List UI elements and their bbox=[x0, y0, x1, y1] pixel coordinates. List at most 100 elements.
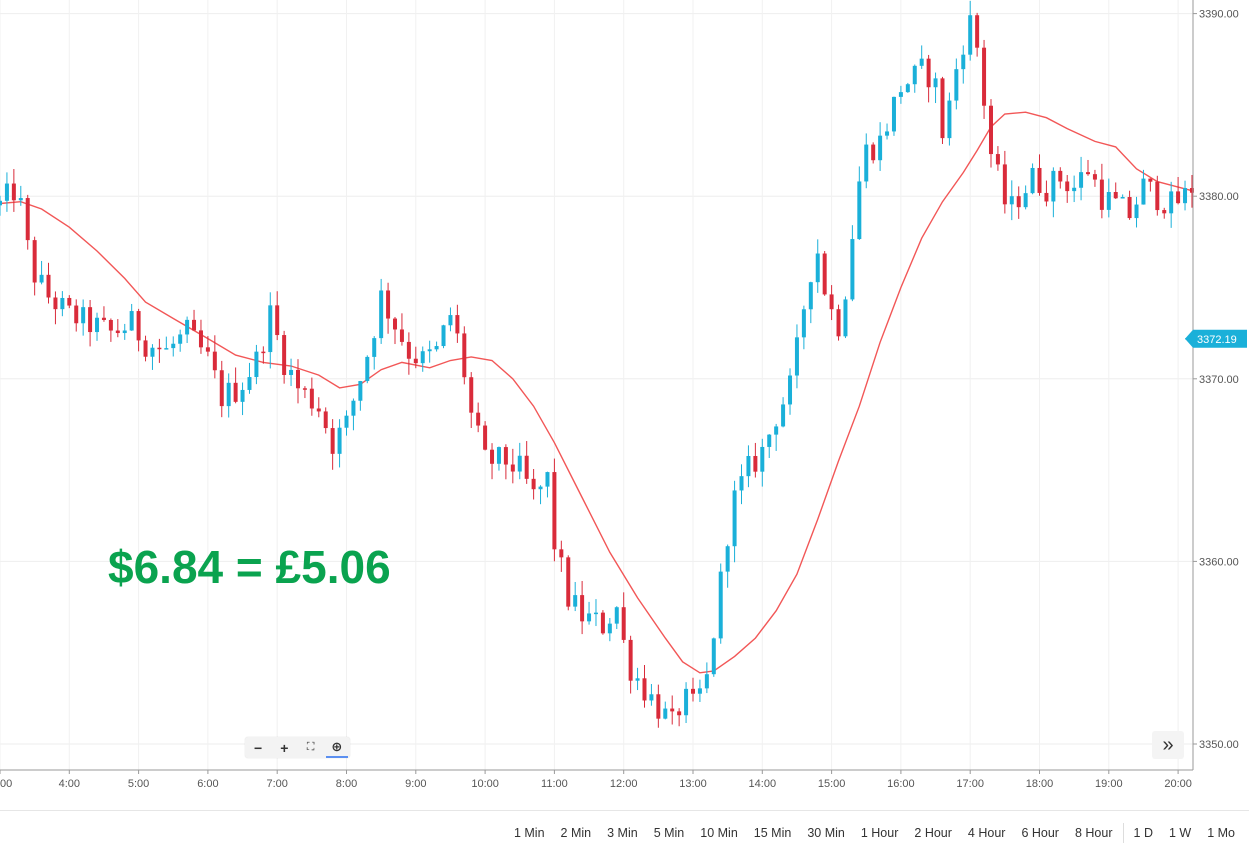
x-tick-label: 9:00 bbox=[405, 778, 426, 790]
interval-5-min[interactable]: 5 Min bbox=[653, 826, 685, 840]
x-tick-label: 20:00 bbox=[1164, 778, 1192, 790]
interval-list: 1 Min 2 Min 3 Min 5 Min 10 Min 15 Min 30 Min 1 … bbox=[498, 823, 1235, 843]
candle-down bbox=[25, 198, 30, 241]
candle-down bbox=[1092, 174, 1097, 180]
x-tick-label: 16:00 bbox=[887, 778, 915, 790]
candle-up bbox=[857, 181, 862, 240]
candle-down bbox=[510, 464, 515, 472]
candle-up bbox=[725, 546, 730, 572]
interval-bar: 1 Min 2 Min 3 Min 5 Min 10 Min 15 Min 30 Min 1 … bbox=[0, 810, 1249, 852]
x-tick-label: 19:00 bbox=[1095, 778, 1123, 790]
candle-down bbox=[386, 290, 391, 319]
interval-10-min[interactable]: 10 Min bbox=[700, 826, 738, 840]
candle-up bbox=[18, 198, 23, 201]
candle-down bbox=[295, 369, 300, 389]
candle-up bbox=[517, 455, 522, 472]
candle-up bbox=[39, 274, 44, 283]
candle-down bbox=[32, 240, 37, 283]
candle-up bbox=[607, 623, 612, 634]
candle-down bbox=[1127, 197, 1132, 219]
candle-up bbox=[684, 688, 689, 716]
candle-up bbox=[912, 65, 917, 85]
interval-1-hour[interactable]: 1 Hour bbox=[860, 826, 899, 840]
candle-down bbox=[192, 319, 197, 331]
candle-down bbox=[53, 297, 58, 310]
candle-up bbox=[732, 490, 737, 547]
candle-down bbox=[621, 607, 626, 640]
candle-up bbox=[95, 317, 100, 333]
fit-view-button[interactable]: ⛶ bbox=[306, 741, 315, 753]
price-chart[interactable]: 3350.00 3360.00 3370.00 3380.00 3390.00 00 4:0… bbox=[0, 0, 1249, 810]
interval-1-min[interactable]: 1 Min bbox=[513, 826, 545, 840]
candle-down bbox=[261, 351, 266, 354]
candle-up bbox=[711, 638, 716, 675]
candle-up bbox=[441, 325, 446, 347]
candle-down bbox=[677, 711, 682, 716]
interval-30-min[interactable]: 30 Min bbox=[807, 826, 845, 840]
candle-up bbox=[746, 455, 751, 477]
candle-down bbox=[46, 274, 51, 298]
candle-up bbox=[663, 708, 668, 719]
reset-zoom-button[interactable]: ⊕ bbox=[325, 738, 348, 758]
candle-down bbox=[1044, 192, 1049, 202]
candle-up bbox=[573, 595, 578, 607]
interval-4-hour[interactable]: 4 Hour bbox=[967, 826, 1006, 840]
candle-up bbox=[1030, 167, 1035, 194]
candle-down bbox=[1002, 164, 1007, 205]
candle-down bbox=[233, 382, 238, 402]
x-tick-label: 18:00 bbox=[1026, 778, 1054, 790]
interval-1-w[interactable]: 1 W bbox=[1168, 826, 1192, 840]
candle-down bbox=[157, 347, 162, 350]
candle-down bbox=[656, 694, 661, 719]
x-tick-label: 13:00 bbox=[679, 778, 707, 790]
interval-2-hour[interactable]: 2 Hour bbox=[914, 826, 952, 840]
candle-down bbox=[836, 309, 841, 337]
candle-up bbox=[864, 144, 869, 182]
scroll-to-latest-button[interactable]: » bbox=[1152, 731, 1184, 759]
interval-2-min[interactable]: 2 Min bbox=[560, 826, 592, 840]
candle-up bbox=[185, 319, 190, 335]
interval-1-mo[interactable]: 1 Mo bbox=[1207, 826, 1235, 840]
candle-up bbox=[337, 427, 342, 454]
candle-down bbox=[399, 329, 404, 342]
candle-up bbox=[1134, 204, 1139, 219]
candle-up bbox=[496, 447, 501, 464]
interval-15-min[interactable]: 15 Min bbox=[753, 826, 792, 840]
x-tick-label: 11:00 bbox=[541, 778, 568, 790]
candles bbox=[0, 0, 1194, 728]
current-price-label: 3372.19 bbox=[1197, 334, 1237, 346]
candle-down bbox=[566, 557, 571, 607]
interval-8-hour[interactable]: 8 Hour bbox=[1074, 826, 1113, 840]
x-tick-label: 6:00 bbox=[197, 778, 218, 790]
candle-up bbox=[178, 334, 183, 344]
candle-up bbox=[649, 694, 654, 701]
zoom-out-button[interactable]: − bbox=[254, 739, 263, 756]
candle-up bbox=[164, 348, 169, 350]
candle-down bbox=[483, 425, 488, 450]
candle-down bbox=[982, 47, 987, 106]
candle-down bbox=[1037, 167, 1042, 193]
candle-up bbox=[697, 688, 702, 694]
candle-down bbox=[1189, 188, 1194, 193]
candle-down bbox=[101, 317, 106, 320]
candle-up bbox=[379, 290, 384, 339]
candle-down bbox=[1162, 210, 1167, 214]
candle-up bbox=[538, 486, 543, 490]
current-price-tag: 3372.19 bbox=[1185, 329, 1247, 348]
candle-down bbox=[115, 330, 120, 334]
interval-6-hour[interactable]: 6 Hour bbox=[1021, 826, 1059, 840]
candle-down bbox=[490, 449, 495, 464]
candle-down bbox=[552, 472, 557, 550]
zoom-in-button[interactable]: + bbox=[280, 739, 289, 756]
x-tick-label: 5:00 bbox=[128, 778, 149, 790]
candle-up bbox=[760, 446, 765, 472]
candle-up bbox=[919, 58, 924, 66]
candle-up bbox=[351, 400, 356, 416]
interval-1-d[interactable]: 1 D bbox=[1133, 826, 1153, 840]
candle-down bbox=[940, 78, 945, 139]
x-tick-label: 4:00 bbox=[59, 778, 80, 790]
candle-up bbox=[122, 330, 127, 334]
candle-down bbox=[212, 351, 217, 371]
x-tick-label: 7:00 bbox=[266, 778, 287, 790]
interval-3-min[interactable]: 3 Min bbox=[607, 826, 638, 840]
